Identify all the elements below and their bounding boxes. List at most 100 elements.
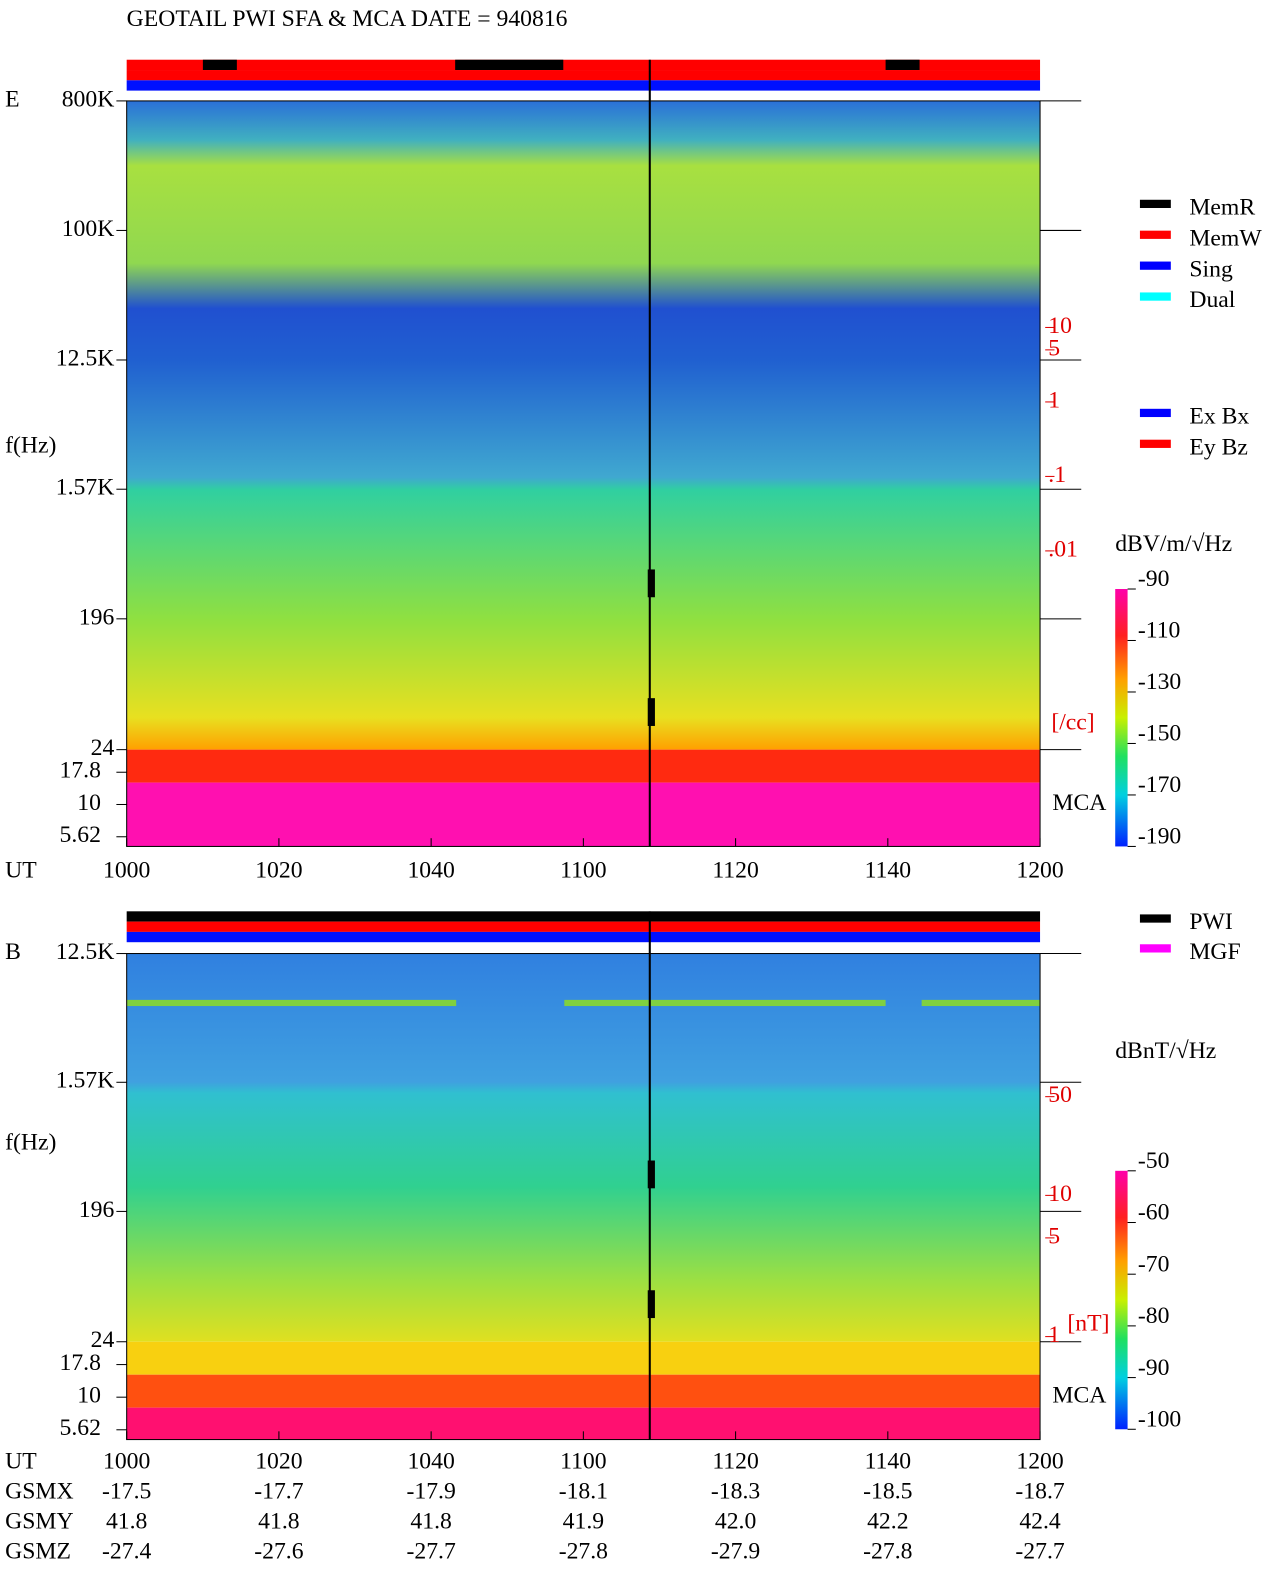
x-tick-label: 1120 (712, 1449, 758, 1475)
orbit-value: -27.7 (406, 1538, 455, 1564)
legend-label: MemR (1189, 194, 1255, 220)
colorbar-tick-label: -170 (1138, 772, 1181, 798)
status-bar (126, 70, 1041, 81)
legend-swatch (1139, 439, 1171, 448)
gap-mark (647, 1290, 655, 1319)
colorbar-tick-label: -110 (1138, 618, 1181, 644)
orbit-value: 41.9 (563, 1508, 604, 1534)
legend-swatch (1139, 292, 1171, 301)
x-tick-label: 1140 (865, 1449, 911, 1475)
right-scale-unit: [nT] (1067, 1311, 1109, 1337)
status-bar (126, 80, 1041, 91)
right-scale-label: 1 (1048, 387, 1060, 413)
colorbar (1115, 1170, 1128, 1430)
y-tick-label: 196 (79, 604, 115, 630)
orbit-value: 42.4 (1019, 1508, 1061, 1534)
orbit-value: 41.8 (410, 1508, 451, 1534)
colorbar (1115, 589, 1128, 847)
orbit-row-name: GSMZ (5, 1538, 71, 1564)
orbit-value: -17.9 (406, 1479, 455, 1505)
colorbar-tick-label: -100 (1138, 1406, 1181, 1432)
x-tick-label: 1020 (255, 858, 302, 884)
status-bar (885, 59, 920, 71)
colorbar-tick-label: -90 (1138, 566, 1170, 592)
y-tick-label: 12.5K (56, 939, 115, 965)
mca-tick-label: 5.62 (59, 1415, 100, 1441)
legend-swatch (1139, 230, 1171, 239)
right-scale-label: .01 (1048, 536, 1078, 562)
mca-tick-label: 10 (77, 790, 101, 816)
spectrogram-line (126, 999, 457, 1007)
gap-mark (647, 569, 655, 598)
right-scale-label: 5 (1048, 1223, 1060, 1249)
x-tick-label: 1140 (865, 858, 911, 884)
mca-band (126, 1341, 1041, 1375)
y-tick-label: 12.5K (56, 345, 115, 371)
legend-label: Ex Bx (1189, 404, 1249, 430)
x-axis-label: UT (5, 858, 37, 884)
spectrogram-image (126, 953, 1041, 1342)
status-bar (126, 911, 1041, 922)
colorbar-tick-label: -80 (1138, 1303, 1170, 1329)
right-scale-unit: [/cc] (1051, 709, 1094, 735)
x-axis-label: UT (5, 1449, 37, 1475)
y-tick-label: 100K (62, 216, 115, 242)
y-tick-label: 1.57K (56, 1068, 115, 1094)
orbit-value: -18.1 (559, 1479, 608, 1505)
y-tick-label: 196 (79, 1197, 115, 1223)
orbit-value: -27.7 (1015, 1538, 1064, 1564)
status-bar (126, 921, 1041, 932)
x-tick-label: 1040 (407, 858, 454, 884)
legend-swatch (1139, 199, 1171, 209)
mca-band (126, 782, 1041, 847)
colorbar-label: dBV/m/√Hz (1115, 531, 1232, 557)
status-bar (455, 59, 564, 71)
status-bar (126, 59, 1041, 71)
orbit-row-name: GSMY (5, 1508, 73, 1534)
mca-band (126, 749, 1041, 783)
panel-label: E (5, 86, 19, 112)
legend-label: Ey Bz (1189, 434, 1248, 460)
right-scale-label: 10 (1048, 1181, 1072, 1207)
spectrogram-line (564, 999, 886, 1007)
x-tick-label: 1100 (560, 858, 606, 884)
x-tick-label: 1040 (407, 1449, 454, 1475)
mca-tick-label: 17.8 (59, 758, 100, 784)
orbit-value: -27.9 (711, 1538, 760, 1564)
orbit-value: -18.3 (711, 1479, 760, 1505)
x-tick-label: 1200 (1016, 1449, 1063, 1475)
orbit-value: 42.0 (715, 1508, 756, 1534)
legend-swatch (1139, 408, 1171, 418)
x-tick-label: 1120 (712, 858, 758, 884)
colorbar-tick-label: -190 (1138, 824, 1181, 850)
x-tick-label: 1000 (103, 858, 150, 884)
gap-mark (647, 698, 655, 726)
panel-label: B (5, 939, 21, 965)
mca-tick-label: 17.8 (59, 1350, 100, 1376)
x-tick-label: 1000 (103, 1449, 150, 1475)
mca-band (126, 1374, 1041, 1408)
x-tick-label: 1100 (560, 1449, 606, 1475)
orbit-value: 42.2 (867, 1508, 908, 1534)
legend-swatch (1139, 944, 1171, 953)
orbit-value: -27.8 (559, 1538, 608, 1564)
right-scale-label: 1 (1048, 1322, 1060, 1348)
mca-label: MCA (1052, 790, 1106, 816)
colorbar-tick-label: -60 (1138, 1200, 1170, 1226)
gap-mark (647, 1160, 655, 1189)
orbit-value: 41.8 (106, 1508, 147, 1534)
x-tick-label: 1020 (255, 1449, 302, 1475)
orbit-value: -18.7 (1015, 1479, 1064, 1505)
y-tick-label: 24 (91, 1327, 115, 1353)
right-scale-label: 10 (1048, 313, 1072, 339)
spectrogram-image (126, 100, 1041, 750)
right-scale-label: 5 (1048, 335, 1060, 361)
y-axis-label: f(Hz) (5, 432, 56, 458)
colorbar-label: dBnT/√Hz (1115, 1038, 1216, 1064)
right-scale-label: 50 (1048, 1082, 1072, 1108)
legend-label: PWI (1189, 909, 1233, 935)
orbit-value: 41.8 (258, 1508, 299, 1534)
orbit-value: -27.4 (102, 1538, 151, 1564)
